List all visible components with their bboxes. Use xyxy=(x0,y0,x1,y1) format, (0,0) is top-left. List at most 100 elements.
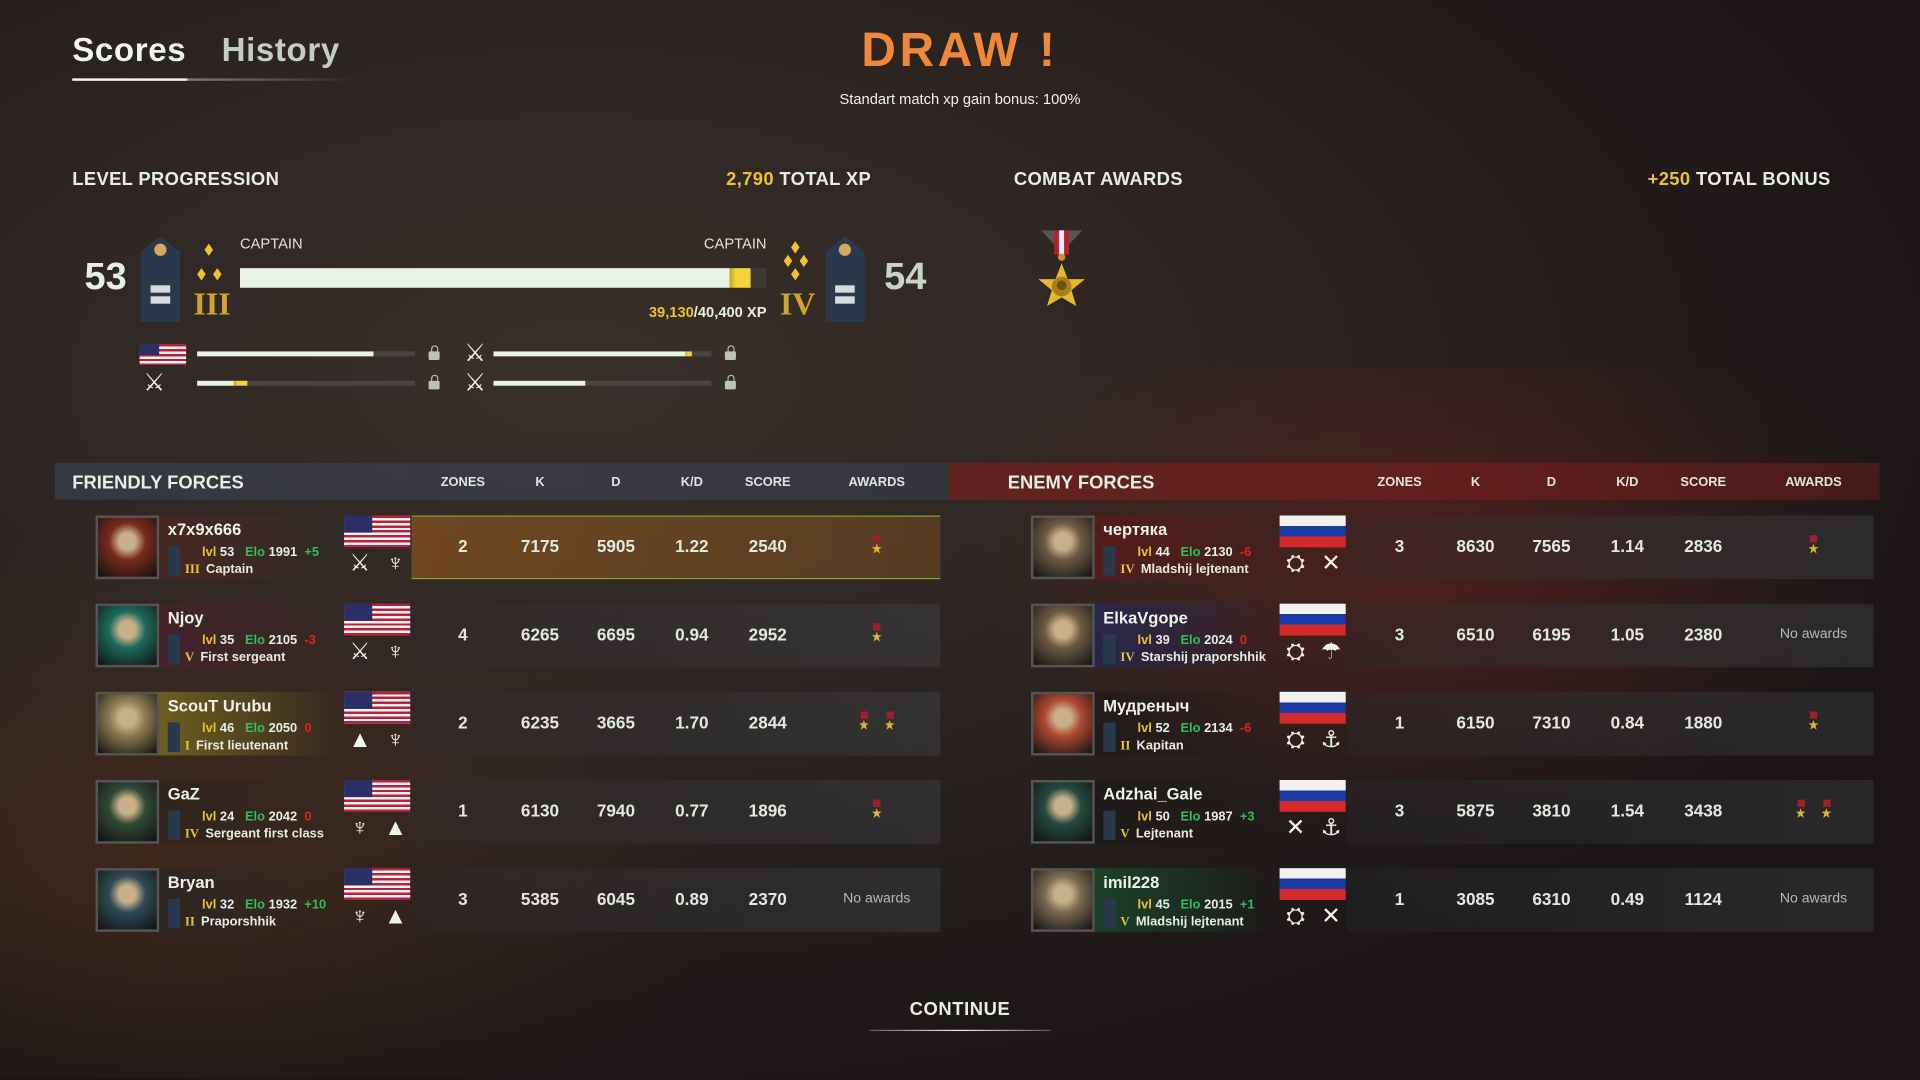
enemy-column-k[interactable]: K xyxy=(1470,475,1481,490)
rank-tier: V xyxy=(184,651,195,665)
friendly-column-k[interactable]: K xyxy=(535,475,545,490)
row-background xyxy=(411,868,941,932)
player-name[interactable]: ElkaVgope xyxy=(1103,608,1188,627)
player-avatar[interactable] xyxy=(95,868,160,932)
lock-icon xyxy=(428,345,440,361)
rank-tier: II xyxy=(1120,739,1131,754)
elo-label: Elo xyxy=(244,721,265,736)
player-row[interactable]: x7x9x666 lvl 53 Elo 1991 +5 III Captain ⚔… xyxy=(0,515,1920,580)
player-avatar[interactable] xyxy=(1031,691,1095,756)
background-tank-glow xyxy=(955,367,1886,833)
player-avatar[interactable] xyxy=(1031,780,1095,844)
player-info: Bryan lvl 32 Elo 1932 +10 II Praporshhik xyxy=(159,868,337,932)
player-name[interactable]: Мудреныч xyxy=(1103,696,1190,716)
player-name[interactable]: ScouT Urubu xyxy=(167,696,272,716)
player-avatar[interactable] xyxy=(1031,515,1095,580)
player-level: 44 xyxy=(1155,544,1170,560)
enemy-column-kd[interactable]: K/D xyxy=(1616,475,1639,490)
friendly-column-kd[interactable]: K/D xyxy=(680,475,703,490)
rank-tier: V xyxy=(1120,827,1130,842)
tab-scores[interactable]: Scores xyxy=(72,31,187,69)
player-level: 24 xyxy=(219,809,235,825)
player-rank: V First sergeant xyxy=(185,650,285,665)
player-rank: IV Starshij praporshhik xyxy=(1120,650,1265,665)
player-level-elo: lvl 24 Elo 2042 0 xyxy=(202,809,311,824)
player-row[interactable]: Adzhai_Gale lvl 50 Elo 1987 +3 V Lejtenan… xyxy=(0,780,1920,844)
award-medal-icon[interactable] xyxy=(1808,535,1819,557)
player-row[interactable]: чертяка lvl 44 Elo 2130 -6 IV Mladshij le… xyxy=(0,515,1920,580)
russia-flag-icon xyxy=(1279,603,1346,636)
tab-history[interactable]: History xyxy=(221,31,340,69)
total-bonus: +250 TOTAL BONUS xyxy=(1592,169,1831,190)
elo-delta: -3 xyxy=(304,633,316,648)
player-row[interactable]: imil228 lvl 45 Elo 2015 +1 V Mladshij lej… xyxy=(0,868,1920,932)
player-avatar[interactable] xyxy=(95,780,160,844)
player-level-elo: lvl 45 Elo 2015 +1 xyxy=(1138,898,1255,913)
current-rank: CAPTAIN xyxy=(240,235,303,253)
elo-delta: -6 xyxy=(1239,544,1252,560)
player-name[interactable]: Bryan xyxy=(167,873,215,892)
player-name[interactable]: чертяка xyxy=(1103,520,1168,539)
award-medal-icon[interactable] xyxy=(858,711,869,733)
row-background xyxy=(1346,603,1874,668)
player-row[interactable]: Мудреныч lvl 52 Elo 2134 -6 II Kapitan ⛭ ⚓… xyxy=(0,691,1920,756)
player-row[interactable]: Njoy lvl 35 Elo 2105 -3 V First sergeant … xyxy=(0,603,1920,668)
player-row[interactable]: ElkaVgope lvl 39 Elo 2024 0 IV Starshij p… xyxy=(0,603,1920,668)
continue-button[interactable]: CONTINUE xyxy=(909,999,1011,1021)
rank-insignia-icon xyxy=(167,722,181,752)
award-medal-icon[interactable] xyxy=(871,623,882,645)
enemy-column-awards[interactable]: AWARDS xyxy=(1785,475,1842,490)
player-row[interactable]: GaZ lvl 24 Elo 2042 0 IV Sergeant first c… xyxy=(0,780,1920,844)
stat-k: 5385 xyxy=(520,888,560,909)
player-info: Adzhai_Gale lvl 50 Elo 1987 +3 V Lejtenan… xyxy=(1094,780,1273,844)
player-info: ScouT Urubu lvl 46 Elo 2050 0 I First lie… xyxy=(159,691,337,756)
player-name[interactable]: Adzhai_Gale xyxy=(1103,784,1203,804)
friendly-column-score[interactable]: SCORE xyxy=(744,475,791,490)
friendly-column-d[interactable]: D xyxy=(611,475,621,490)
friendly-column-zones[interactable]: ZONES xyxy=(440,475,485,490)
player-level-elo: lvl 32 Elo 1932 +10 xyxy=(202,898,326,913)
player-rank: V Lejtenant xyxy=(1120,827,1193,842)
skull-star-medal-icon[interactable] xyxy=(1036,230,1087,322)
award-medal-icon[interactable] xyxy=(1821,799,1832,822)
player-name[interactable]: Njoy xyxy=(167,608,204,627)
player-name[interactable]: GaZ xyxy=(167,784,200,804)
player-name[interactable]: imil228 xyxy=(1103,873,1160,892)
player-avatar[interactable] xyxy=(95,691,160,756)
player-info: ElkaVgope lvl 39 Elo 2024 0 IV Starshij p… xyxy=(1094,603,1273,668)
elo-label: Elo xyxy=(244,544,265,560)
lvl-label: lvl xyxy=(202,897,217,913)
player-row[interactable]: ScouT Urubu lvl 46 Elo 2050 0 I First lie… xyxy=(0,691,1920,756)
player-name[interactable]: x7x9x666 xyxy=(167,520,242,539)
rank-insignia-icon xyxy=(167,810,181,841)
friendly-column-awards[interactable]: AWARDS xyxy=(848,475,905,490)
player-avatar[interactable] xyxy=(95,515,160,580)
rank-diamond-icon xyxy=(791,268,800,281)
player-level-elo: lvl 53 Elo 1991 +5 xyxy=(202,545,319,560)
elo-label: Elo xyxy=(1180,809,1201,825)
player-avatar[interactable] xyxy=(95,603,160,668)
rank-insignia-icon xyxy=(167,546,181,576)
award-medal-icon[interactable] xyxy=(871,799,882,822)
player-row[interactable]: Bryan lvl 32 Elo 1932 +10 II Praporshhik … xyxy=(0,868,1920,932)
stat-d: 6045 xyxy=(596,888,635,909)
total-xp: 2,790 TOTAL XP xyxy=(726,169,871,190)
stat-k: 8630 xyxy=(1456,536,1495,556)
player-info: Мудреныч lvl 52 Elo 2134 -6 II Kapitan xyxy=(1094,691,1273,756)
paratrooper-icon: ☂ xyxy=(1320,639,1342,665)
award-medal-icon[interactable] xyxy=(884,711,895,733)
enemy-column-score[interactable]: SCORE xyxy=(1680,475,1727,490)
award-medal-icon[interactable] xyxy=(871,535,882,557)
lvl-label: lvl xyxy=(202,544,217,560)
player-avatar[interactable] xyxy=(1031,868,1095,932)
infantry-icon: ♆ xyxy=(386,551,405,577)
row-background xyxy=(411,603,941,668)
award-medal-icon[interactable] xyxy=(1795,799,1806,822)
enemy-column-zones[interactable]: ZONES xyxy=(1377,475,1422,490)
player-avatar[interactable] xyxy=(1031,603,1095,668)
stat-k: 6235 xyxy=(520,712,560,733)
rank-insignia-icon xyxy=(1103,810,1116,841)
stat-kd: 1.70 xyxy=(675,712,709,733)
enemy-column-d[interactable]: D xyxy=(1546,475,1557,490)
award-medal-icon[interactable] xyxy=(1808,711,1819,733)
